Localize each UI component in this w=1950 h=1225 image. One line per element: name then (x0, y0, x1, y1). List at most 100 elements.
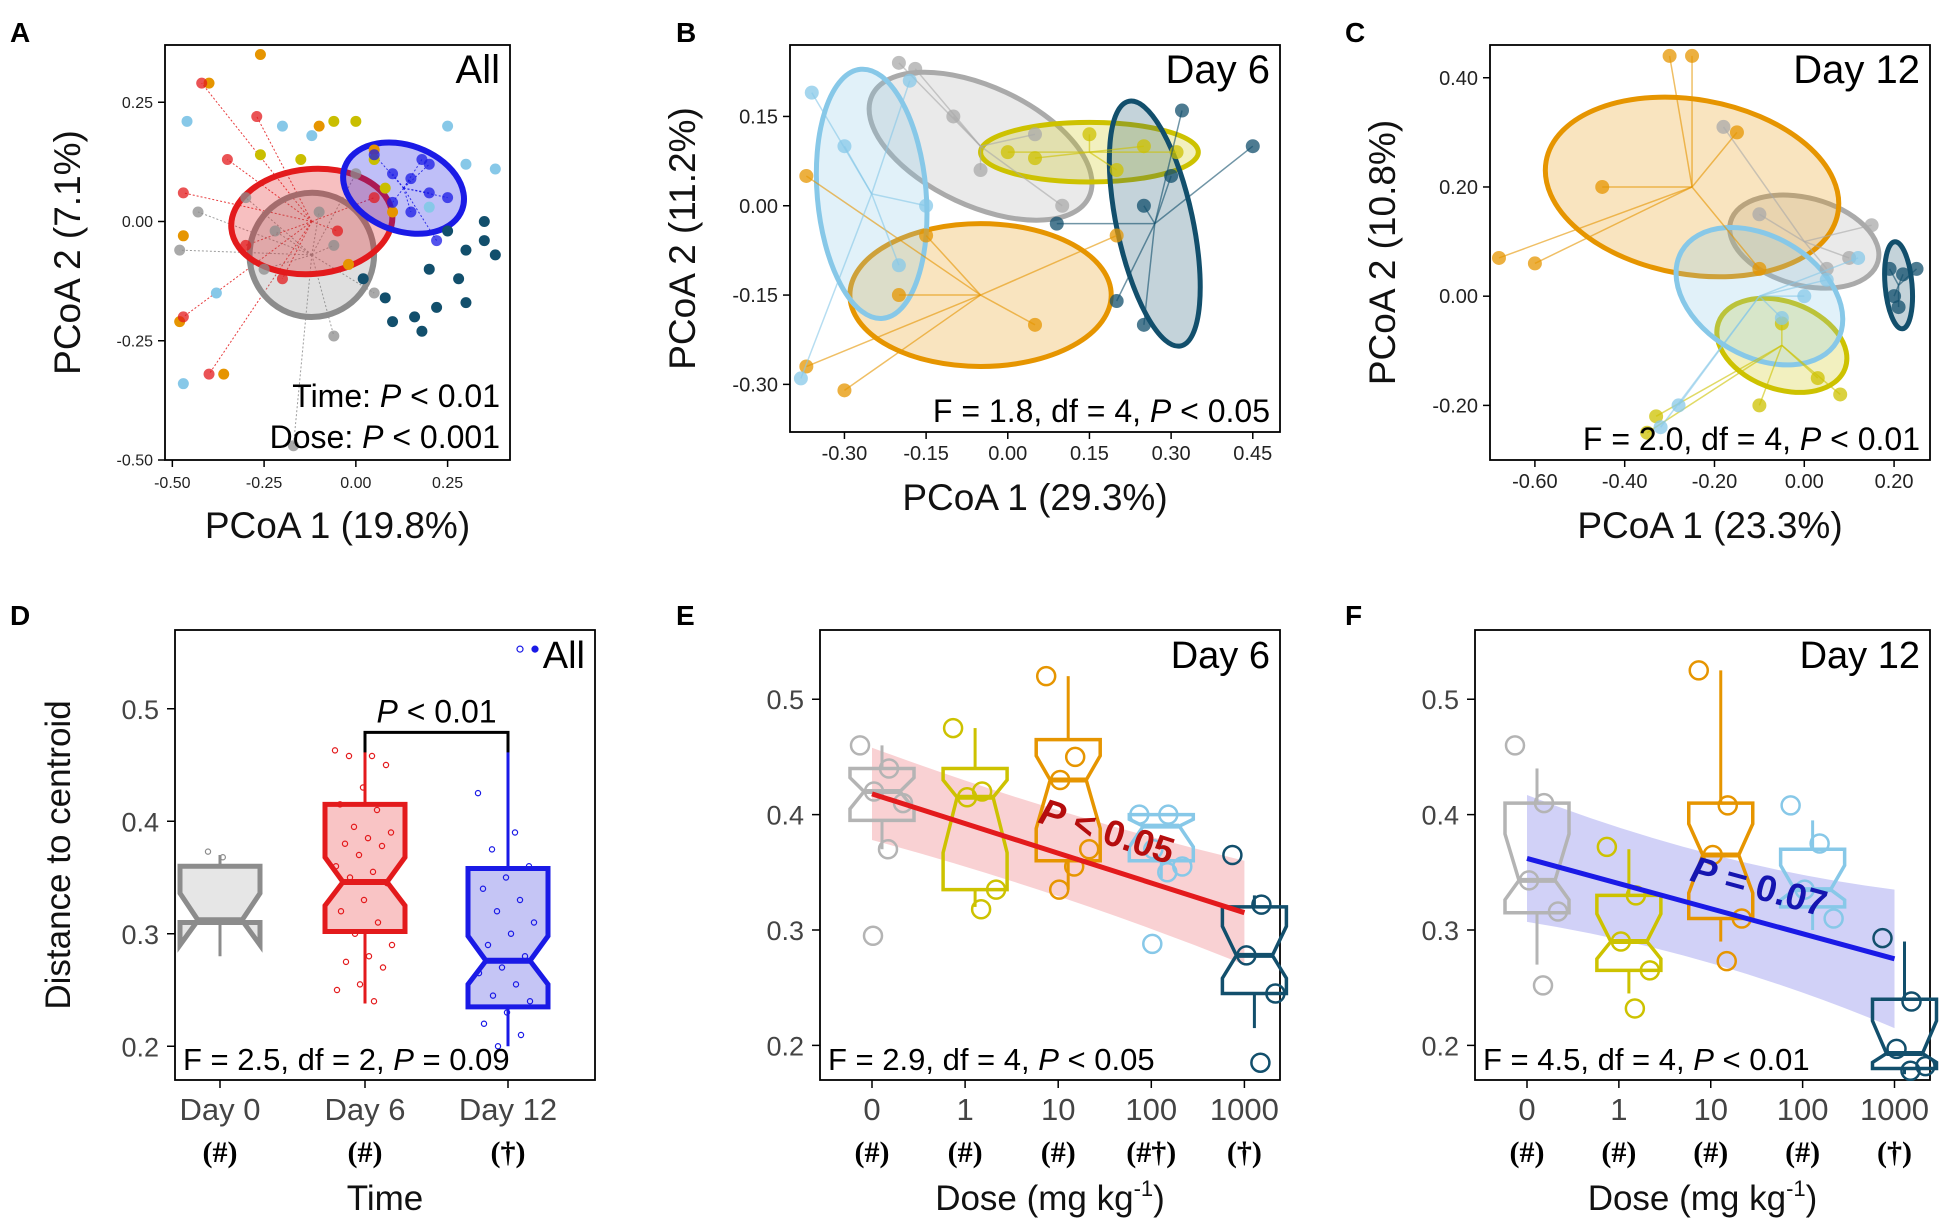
y-tick-label: 0.4 (766, 801, 804, 831)
group-letter: (#) (855, 1136, 890, 1169)
y-tick-label: 0.00 (122, 214, 153, 231)
group-letter: (#) (203, 1136, 238, 1169)
data-point (313, 206, 325, 218)
data-point (368, 149, 380, 161)
panel-C: C -0.60 -0.40 -0.20 0.00 0.20 -0.20 0.00 0.20 0.4… (1345, 17, 1931, 546)
x-tick-label: Day 6 (325, 1092, 406, 1127)
data-point (387, 316, 399, 328)
data-point (919, 198, 934, 213)
x-axis-label-end: ) (1153, 1179, 1165, 1218)
bracket-label-p: P (376, 693, 398, 729)
y-tick-label: 0.4 (121, 807, 159, 837)
jitter-point (507, 930, 515, 937)
jitter-point (475, 969, 483, 977)
anova-stat-a: F = 2.5, df = 2, (183, 1042, 393, 1077)
spider-line (1154, 110, 1183, 224)
jitter-point (1809, 833, 1830, 854)
permanova-stat-a: F = 1.8, df = 4, (933, 393, 1150, 429)
jitter-point (1064, 746, 1086, 768)
jitter-point (204, 848, 212, 855)
data-point (276, 273, 288, 285)
jitter-point (331, 747, 339, 754)
confidence-band (872, 747, 1245, 965)
dose-stat-a: Dose: (270, 419, 362, 455)
data-point (181, 115, 193, 127)
jitter-point (1532, 975, 1554, 996)
panel-letter: E (676, 600, 695, 631)
plot-frame (1489, 44, 1931, 461)
data-point (350, 168, 362, 180)
box (941, 766, 1009, 892)
jitter-point (333, 986, 341, 994)
jitter-point (1794, 879, 1815, 900)
time-stat-b: < 0.01 (401, 378, 500, 414)
y-tick-label: -0.50 (117, 453, 154, 470)
spider-line (1677, 295, 1760, 406)
jitter-point (1639, 960, 1661, 981)
jitter-point (489, 992, 497, 999)
data-point (460, 244, 472, 256)
spider-line (1646, 344, 1783, 434)
data-point (258, 263, 270, 275)
jitter-point (1610, 931, 1632, 952)
confidence-band (1527, 795, 1895, 1029)
data-point (328, 330, 340, 342)
data-point (1109, 163, 1124, 178)
box (322, 801, 408, 934)
panel-A: A -0.50 -0.25 0.00 0.25 -0.50 -0.25 0.00 0.25 PCo… (10, 17, 511, 546)
data-point (1164, 168, 1179, 183)
data-point (1136, 198, 1151, 213)
jitter-point (956, 787, 978, 808)
data-point (387, 196, 399, 208)
plot-area (174, 49, 501, 452)
data-point (368, 192, 380, 204)
panel-letter: A (10, 17, 30, 48)
plot-area (793, 55, 1260, 398)
data-point (1000, 145, 1015, 160)
jitter-point (503, 1009, 511, 1016)
data-point (1882, 261, 1897, 276)
time-stat-p: P (380, 378, 402, 414)
panel-title: Day 12 (1800, 635, 1920, 677)
outlier-point (531, 645, 539, 653)
jitter-point (355, 851, 363, 859)
x-tick-label: 1 (1610, 1092, 1627, 1127)
jitter-point (374, 919, 382, 926)
x-tick-label: 0 (1518, 1092, 1535, 1127)
x-tick-label: 10 (1694, 1092, 1728, 1127)
data-point (1028, 317, 1042, 332)
spider-line (1143, 223, 1156, 325)
anova-stat-a: F = 4.5, df = 4, (1483, 1042, 1693, 1077)
regression-line (871, 791, 1246, 916)
y-tick-label: -0.25 (117, 333, 154, 350)
data-point (306, 130, 318, 142)
x-tick-label: 1 (956, 1092, 973, 1127)
jitter-point (369, 868, 377, 876)
group-letter: (#) (1510, 1136, 1545, 1169)
spider-line (980, 145, 1063, 207)
x-tick-label: 0 (863, 1092, 880, 1127)
x-tick-label: 0.30 (1152, 443, 1191, 465)
anova-stat: F = 2.5, df = 2, P = 0.09 (183, 1042, 510, 1077)
data-point (489, 163, 501, 175)
plot-frame (1474, 629, 1931, 1081)
y-tick-label: 0.40 (1439, 68, 1478, 90)
spider-line (403, 163, 430, 189)
data-point (478, 235, 490, 247)
data-point (251, 111, 263, 123)
data-point (946, 109, 961, 124)
time-stat: Time: P < 0.01 (292, 378, 500, 414)
y-tick-label: 0.15 (739, 106, 778, 128)
data-point (1752, 207, 1767, 222)
data-point (799, 168, 814, 183)
y-tick-label: 0.3 (1421, 916, 1459, 946)
data-point (416, 153, 428, 165)
jitter-point (1624, 998, 1646, 1019)
jitter-point (336, 801, 344, 808)
jitter-point (1716, 950, 1737, 972)
spider-line (227, 159, 313, 222)
x-tick-label: 0.00 (1785, 471, 1824, 493)
jitter-point (378, 842, 386, 850)
data-point (218, 368, 230, 380)
jitter-point (1035, 665, 1057, 687)
